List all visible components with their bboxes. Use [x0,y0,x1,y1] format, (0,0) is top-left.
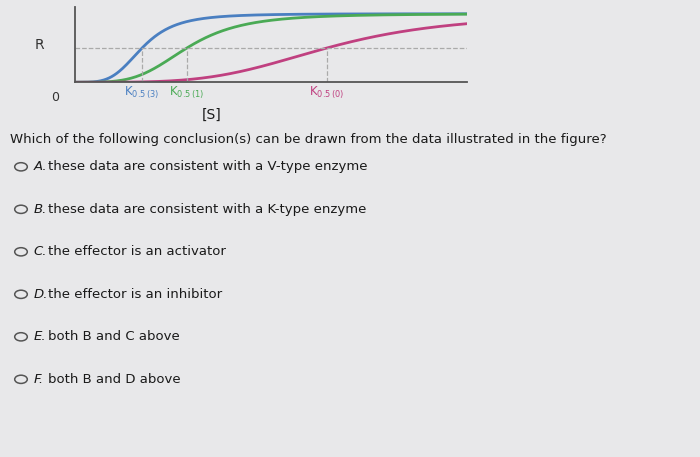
Text: B.: B. [34,203,47,216]
Text: 0: 0 [51,91,60,104]
Text: K$_{0.5\,(0)}$: K$_{0.5\,(0)}$ [309,85,344,101]
Text: these data are consistent with a V-type enzyme: these data are consistent with a V-type … [48,160,367,173]
Text: Which of the following conclusion(s) can be drawn from the data illustrated in t: Which of the following conclusion(s) can… [10,133,606,145]
Text: C.: C. [34,245,47,258]
Text: [S]: [S] [202,107,222,122]
Text: both B and C above: both B and C above [48,330,179,343]
Text: both B and D above: both B and D above [48,373,180,386]
Text: D.: D. [34,288,48,301]
Text: the effector is an activator: the effector is an activator [48,245,225,258]
Text: R: R [35,37,44,52]
Text: K$_{0.5\,(3)}$: K$_{0.5\,(3)}$ [125,85,160,101]
Text: A.: A. [34,160,47,173]
Text: the effector is an inhibitor: the effector is an inhibitor [48,288,222,301]
Text: these data are consistent with a K-type enzyme: these data are consistent with a K-type … [48,203,366,216]
Text: E.: E. [34,330,46,343]
Text: K$_{0.5\,(1)}$: K$_{0.5\,(1)}$ [169,85,204,101]
Text: F.: F. [34,373,43,386]
